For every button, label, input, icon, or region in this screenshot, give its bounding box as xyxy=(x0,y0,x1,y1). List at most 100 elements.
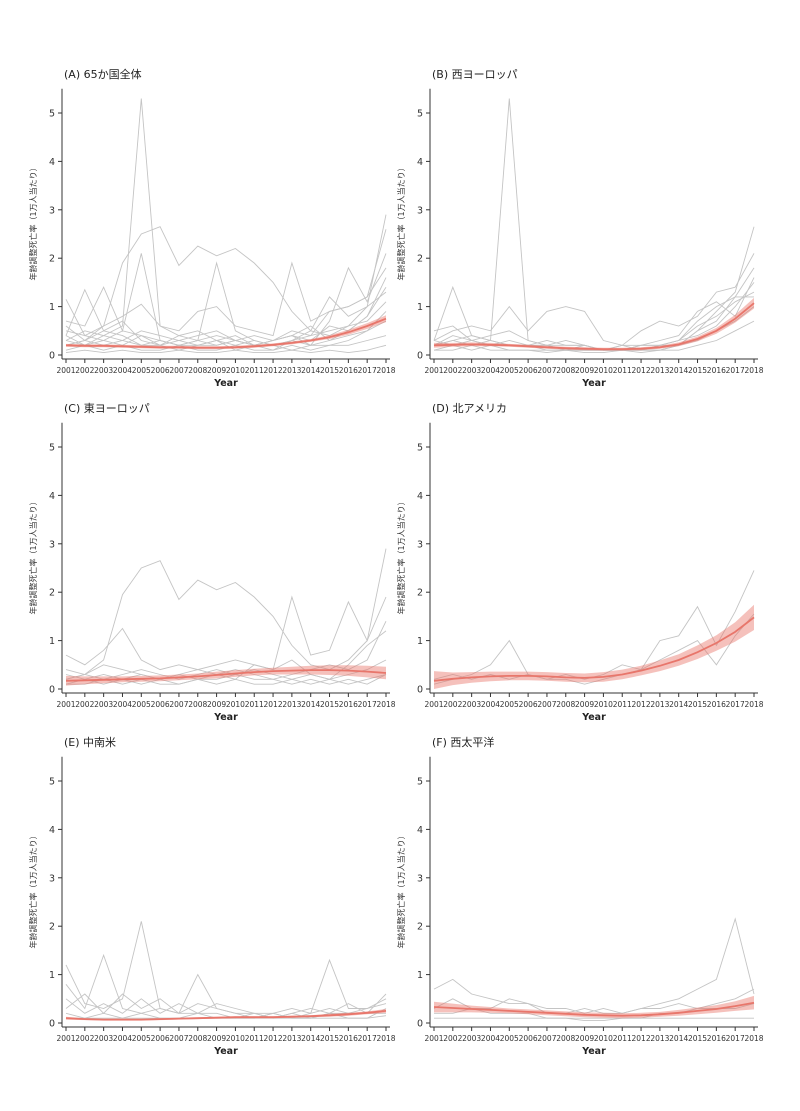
confidence-band xyxy=(434,604,754,689)
x-tick-label: 2008 xyxy=(188,1034,207,1043)
x-tick-label: 2012 xyxy=(264,700,283,709)
x-tick-label: 2017 xyxy=(358,366,377,375)
x-tick-label: 2009 xyxy=(207,366,226,375)
x-tick-label: 2017 xyxy=(726,1034,745,1043)
x-tick-label: 2001 xyxy=(424,700,443,709)
series-line-l1 xyxy=(65,921,387,1019)
x-axis-label: Year xyxy=(581,378,606,389)
y-tick-label: 0 xyxy=(49,685,55,696)
y-tick-label: 0 xyxy=(417,1019,423,1030)
series-line-e1 xyxy=(65,548,387,680)
x-tick-label: 2003 xyxy=(94,1034,113,1043)
trend-line xyxy=(65,1010,387,1021)
x-tick-label: 2018 xyxy=(376,1034,395,1043)
y-axis-label: 年齢調整死亡率（1万人当たり） xyxy=(28,163,38,280)
x-axis-label: Year xyxy=(213,1046,238,1057)
x-tick-label: 2011 xyxy=(613,366,632,375)
x-tick-label: 2009 xyxy=(575,1034,594,1043)
series-line-l2 xyxy=(65,953,387,1019)
x-tick-label: 2002 xyxy=(75,1034,94,1043)
y-axis-label: 年齢調整死亡率（1万人当たり） xyxy=(396,831,406,948)
plot-area xyxy=(433,570,755,689)
x-tick-label: 2017 xyxy=(358,1034,377,1043)
x-tick-label: 2011 xyxy=(245,366,264,375)
x-tick-label: 2003 xyxy=(462,366,481,375)
y-tick-label: 4 xyxy=(417,825,423,836)
plot-area xyxy=(65,921,387,1021)
panel-title: (F) 西太平洋 xyxy=(432,735,494,749)
panel-title: (D) 北アメリカ xyxy=(432,402,507,415)
x-tick-label: 2004 xyxy=(113,1034,132,1043)
y-tick-label: 1 xyxy=(417,636,423,647)
panel-title: (B) 西ヨーロッパ xyxy=(432,68,518,81)
trend-line xyxy=(65,317,387,349)
x-tick-label: 2017 xyxy=(726,366,745,375)
series-line-l3 xyxy=(65,993,387,1019)
x-tick-label: 2013 xyxy=(282,1034,301,1043)
plot-area xyxy=(433,98,755,354)
y-tick-label: 5 xyxy=(49,777,55,788)
x-tick-label: 2001 xyxy=(424,366,443,375)
x-tick-label: 2002 xyxy=(443,1034,462,1043)
x-tick-label: 2018 xyxy=(376,700,395,709)
series-line-p2 xyxy=(433,988,755,1014)
series-line-w4 xyxy=(433,291,755,351)
x-axis-label: Year xyxy=(581,712,606,723)
x-tick-label: 2005 xyxy=(132,366,151,375)
x-tick-label: 2006 xyxy=(519,700,538,709)
y-tick-label: 2 xyxy=(49,588,55,599)
x-tick-label: 2009 xyxy=(207,700,226,709)
series-line-c4 xyxy=(65,253,387,346)
x-tick-label: 2016 xyxy=(339,366,358,375)
x-tick-label: 2014 xyxy=(669,1034,688,1043)
x-tick-label: 2008 xyxy=(556,1034,575,1043)
x-tick-label: 2010 xyxy=(594,700,613,709)
series-line-e7 xyxy=(66,674,387,685)
x-tick-label: 2011 xyxy=(245,1034,264,1043)
x-tick-label: 2006 xyxy=(151,700,170,709)
y-tick-label: 5 xyxy=(49,109,55,120)
series-line-c3 xyxy=(65,229,387,337)
confidence-band xyxy=(66,665,386,686)
x-tick-label: 2013 xyxy=(650,366,669,375)
x-axis-label: Year xyxy=(581,1046,606,1057)
y-tick-label: 2 xyxy=(49,254,55,265)
series-line-p4 xyxy=(434,1017,754,1022)
x-tick-label: 2012 xyxy=(264,366,283,375)
y-tick-label: 3 xyxy=(49,539,55,550)
x-tick-label: 2008 xyxy=(188,366,207,375)
x-tick-label: 2003 xyxy=(462,1034,481,1043)
y-axis-label: 年齢調整死亡率（1万人当たり） xyxy=(28,831,38,948)
panel-title: (E) 中南米 xyxy=(64,736,116,749)
series-line-c10 xyxy=(65,301,387,346)
series-line-w8 xyxy=(433,282,755,351)
x-tick-label: 2004 xyxy=(481,700,500,709)
x-tick-label: 2012 xyxy=(632,1034,651,1043)
x-tick-label: 2010 xyxy=(226,1034,245,1043)
y-axis-label: 年齢調整死亡率（1万人当たり） xyxy=(396,497,406,614)
x-axis-label: Year xyxy=(213,712,238,723)
x-tick-label: 2007 xyxy=(169,700,188,709)
x-tick-label: 2003 xyxy=(462,700,481,709)
x-tick-label: 2005 xyxy=(500,700,519,709)
x-tick-label: 2003 xyxy=(94,366,113,375)
trend-line xyxy=(65,669,387,682)
trend-line xyxy=(433,302,755,351)
y-tick-label: 0 xyxy=(49,1019,55,1030)
x-tick-label: 2012 xyxy=(632,366,651,375)
series-line-e2 xyxy=(65,595,387,671)
x-tick-label: 2015 xyxy=(688,366,707,375)
series-line-w6 xyxy=(433,277,755,351)
y-tick-label: 2 xyxy=(417,254,423,265)
x-tick-label: 2014 xyxy=(669,700,688,709)
x-tick-label: 2014 xyxy=(301,366,320,375)
x-tick-label: 2012 xyxy=(632,700,651,709)
series-line-c6 xyxy=(65,277,387,346)
plot-area xyxy=(433,917,755,1022)
x-tick-label: 2006 xyxy=(151,1034,170,1043)
y-tick-label: 4 xyxy=(49,157,55,168)
x-tick-label: 2007 xyxy=(169,1034,188,1043)
series-line-c12 xyxy=(65,286,387,346)
x-tick-label: 2015 xyxy=(688,700,707,709)
series-line-c11 xyxy=(65,320,387,351)
